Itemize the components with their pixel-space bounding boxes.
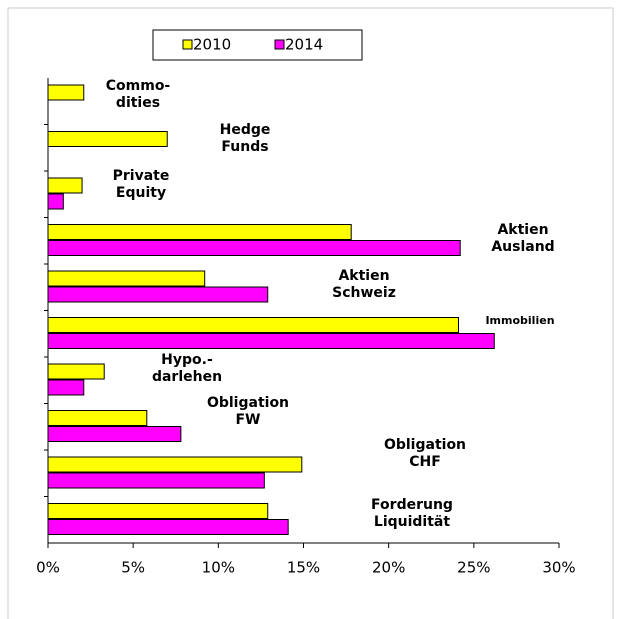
bar bbox=[47, 363, 105, 380]
x-tick-label: 20% bbox=[372, 559, 405, 577]
category-label: Aktien Schweiz bbox=[332, 268, 396, 301]
bar bbox=[47, 270, 206, 287]
category-label: Commo- dities bbox=[105, 78, 171, 111]
legend-label: 2010 bbox=[193, 36, 231, 54]
x-tick-label: 30% bbox=[542, 559, 575, 577]
bar bbox=[47, 456, 303, 473]
bar bbox=[47, 240, 461, 256]
category-label: Forderung Liquidität bbox=[371, 497, 453, 530]
x-tick-label: 0% bbox=[36, 559, 60, 577]
legend-box bbox=[152, 29, 363, 61]
x-tick-label: 15% bbox=[287, 559, 320, 577]
bar bbox=[47, 177, 83, 194]
frame bbox=[7, 7, 614, 619]
bar bbox=[47, 410, 148, 426]
bar bbox=[47, 317, 460, 333]
bar bbox=[47, 519, 289, 535]
category-label: Aktien Ausland bbox=[491, 222, 555, 255]
legend-swatch bbox=[274, 39, 285, 50]
bar bbox=[47, 379, 85, 396]
bar bbox=[47, 503, 269, 519]
bar bbox=[47, 84, 85, 101]
category-label: Hypo.- darlehen bbox=[151, 352, 223, 385]
legend-swatch bbox=[182, 39, 193, 50]
category-label: Obligation FW bbox=[206, 395, 290, 428]
x-tick-label: 10% bbox=[202, 559, 235, 577]
category-label: Immobilien bbox=[485, 314, 555, 327]
bar bbox=[47, 426, 182, 442]
category-label: Hedge Funds bbox=[219, 122, 271, 155]
x-tick-label: 25% bbox=[457, 559, 490, 577]
bar bbox=[47, 193, 64, 210]
x-tick-label: 5% bbox=[121, 559, 145, 577]
bar bbox=[47, 286, 269, 303]
bar bbox=[47, 333, 495, 349]
category-label: Private Equity bbox=[112, 168, 170, 201]
bar bbox=[47, 131, 168, 147]
category-label: Obligation CHF bbox=[383, 437, 467, 470]
bar bbox=[47, 472, 265, 489]
bar bbox=[47, 224, 352, 240]
legend-label: 2014 bbox=[285, 36, 323, 54]
